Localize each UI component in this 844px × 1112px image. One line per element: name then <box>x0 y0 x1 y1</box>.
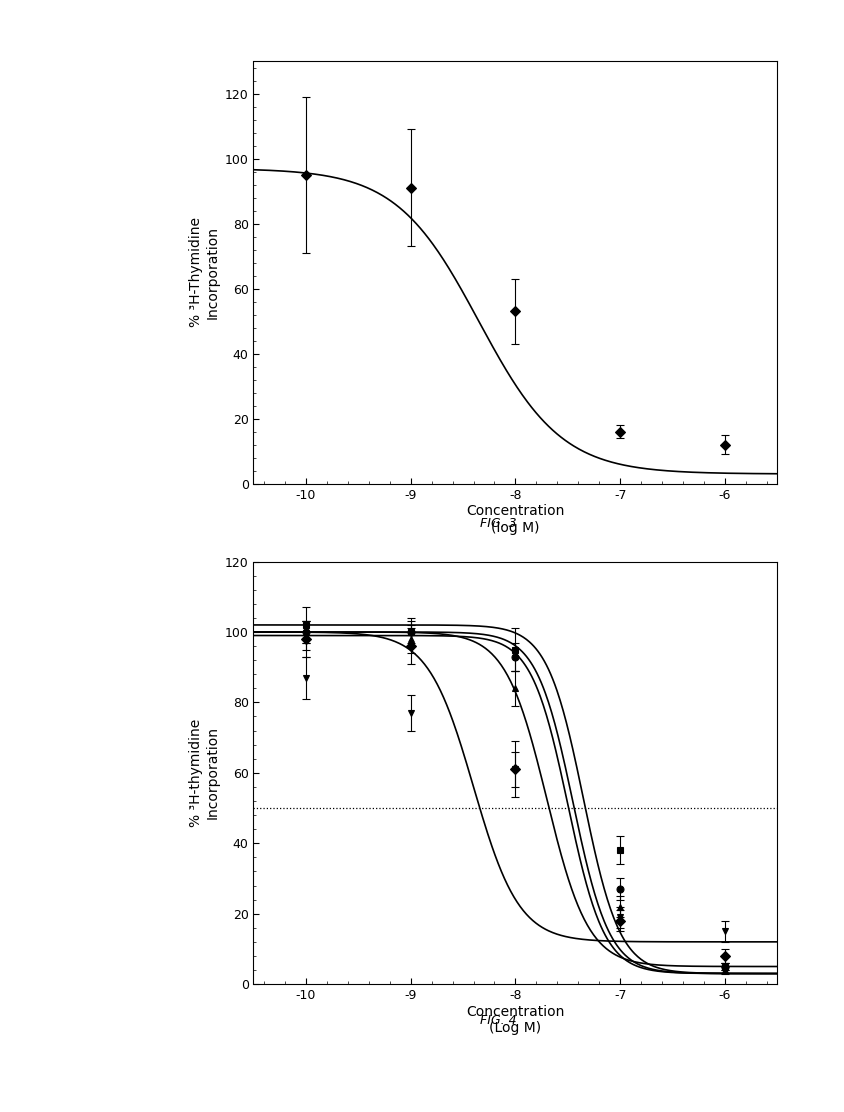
Y-axis label: % ³H-thymidine
Incorporation: % ³H-thymidine Incorporation <box>189 718 219 827</box>
Text: FIG. 3: FIG. 3 <box>479 517 517 530</box>
Y-axis label: % ³H-Thymidine
Incorporation: % ³H-Thymidine Incorporation <box>189 218 219 327</box>
Text: FIG. 4: FIG. 4 <box>479 1014 517 1027</box>
X-axis label: Concentration
(log M): Concentration (log M) <box>466 505 564 535</box>
X-axis label: Concentration
(Log M): Concentration (Log M) <box>466 1005 564 1035</box>
